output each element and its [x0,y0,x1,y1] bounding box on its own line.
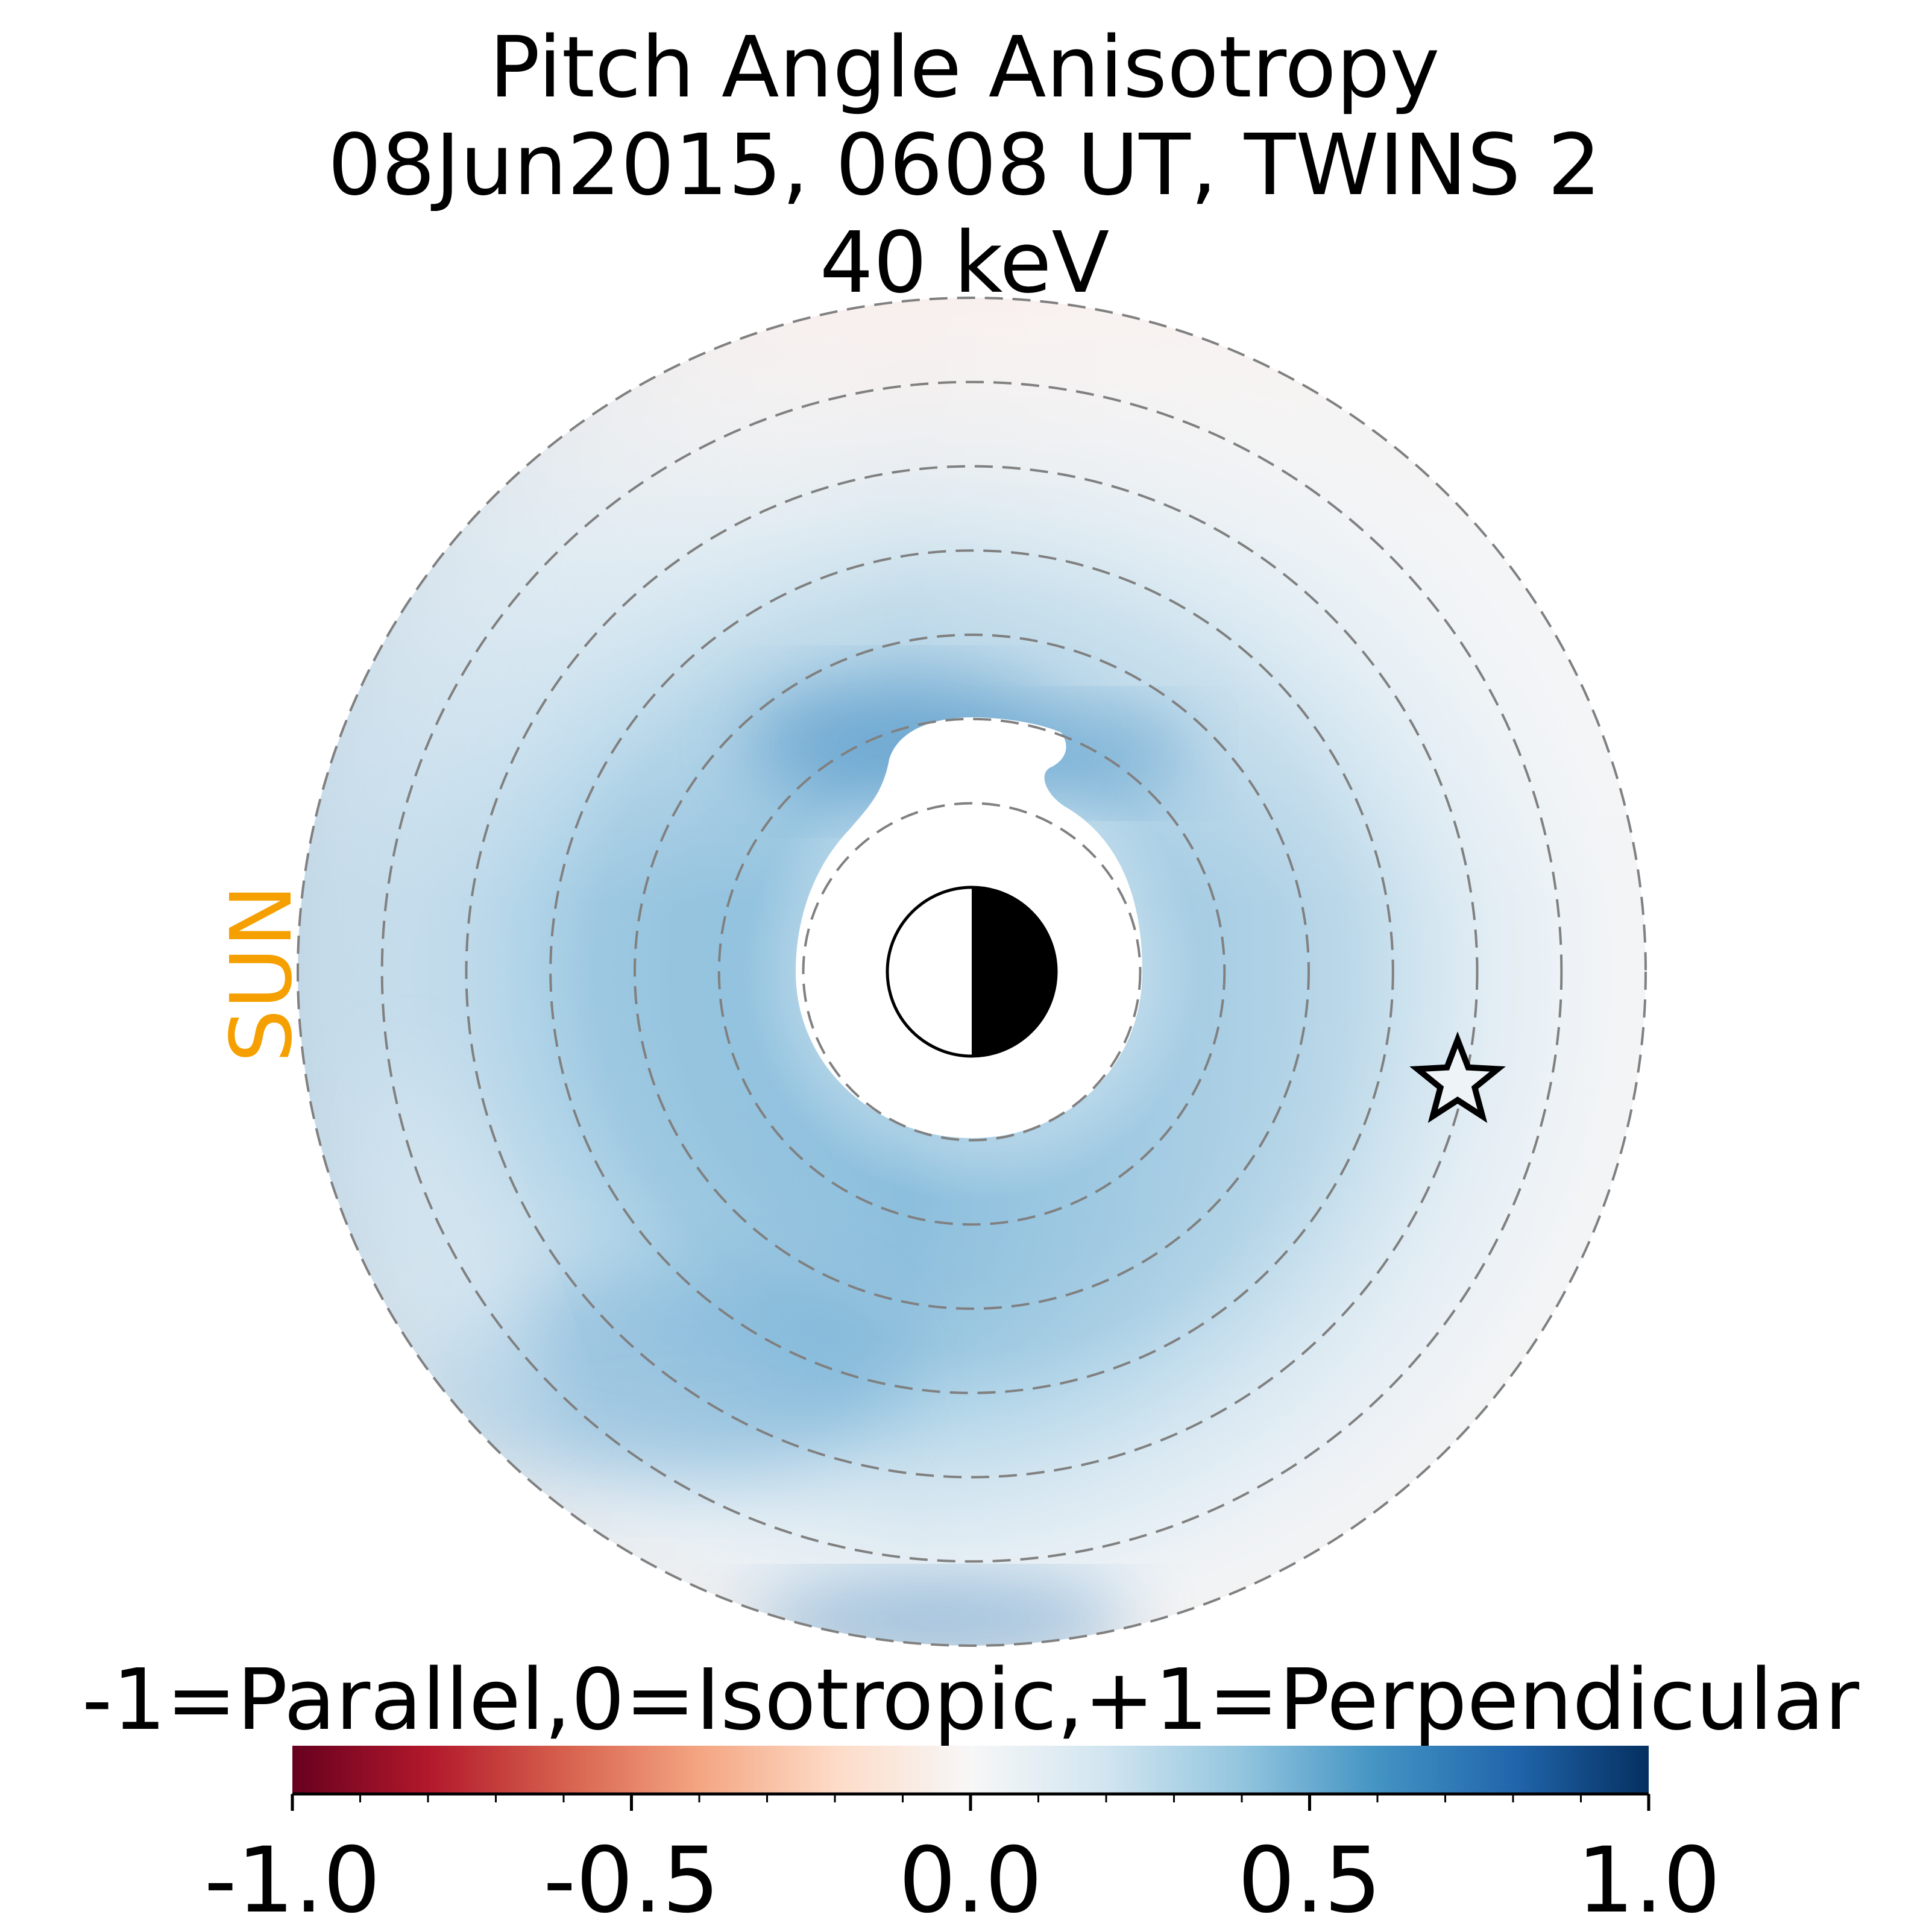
enhancement-patch-southwest [446,1272,904,1477]
colorbar-tick-label: -1.0 [204,1828,381,1929]
colorbar-tick-label: 1.0 [1577,1828,1721,1929]
colorbar: -1.0 -0.5 0.0 0.5 1.0 [204,1746,1721,1932]
chart-title-line-2: 08Jun2015, 0608 UT, TWINS 2 [328,116,1601,215]
light-streak-west [373,1066,544,1442]
sun-label: SUN [213,884,311,1063]
range-ring [549,549,1394,1394]
chart-title-line-3: 40 keV [820,214,1110,312]
range-ring [465,465,1479,1479]
colorbar-ticks: -1.0 -0.5 0.0 0.5 1.0 [204,1794,1721,1932]
colorbar-caption: -1=Parallel,0=Isotropic,+1=Perpendicular [82,1651,1860,1749]
range-ring [717,717,1226,1226]
range-ring [634,634,1310,1310]
range-ring [297,297,1647,1647]
chart-title-line-1: Pitch Angle Anisotropy [489,19,1440,117]
colorbar-tick-label: -0.5 [543,1828,720,1929]
colorbar-tick-label: 0.0 [899,1828,1043,1929]
range-ring [380,380,1563,1563]
enhancement-patch-south [747,1585,1133,1646]
range-rings [297,297,1647,1647]
colorbar-gradient [292,1746,1649,1794]
earth-icon [886,886,1058,1058]
colorbar-tick-label: 0.5 [1238,1828,1382,1929]
range-ring [802,802,1142,1142]
satellite-star-icon [1409,1031,1506,1123]
